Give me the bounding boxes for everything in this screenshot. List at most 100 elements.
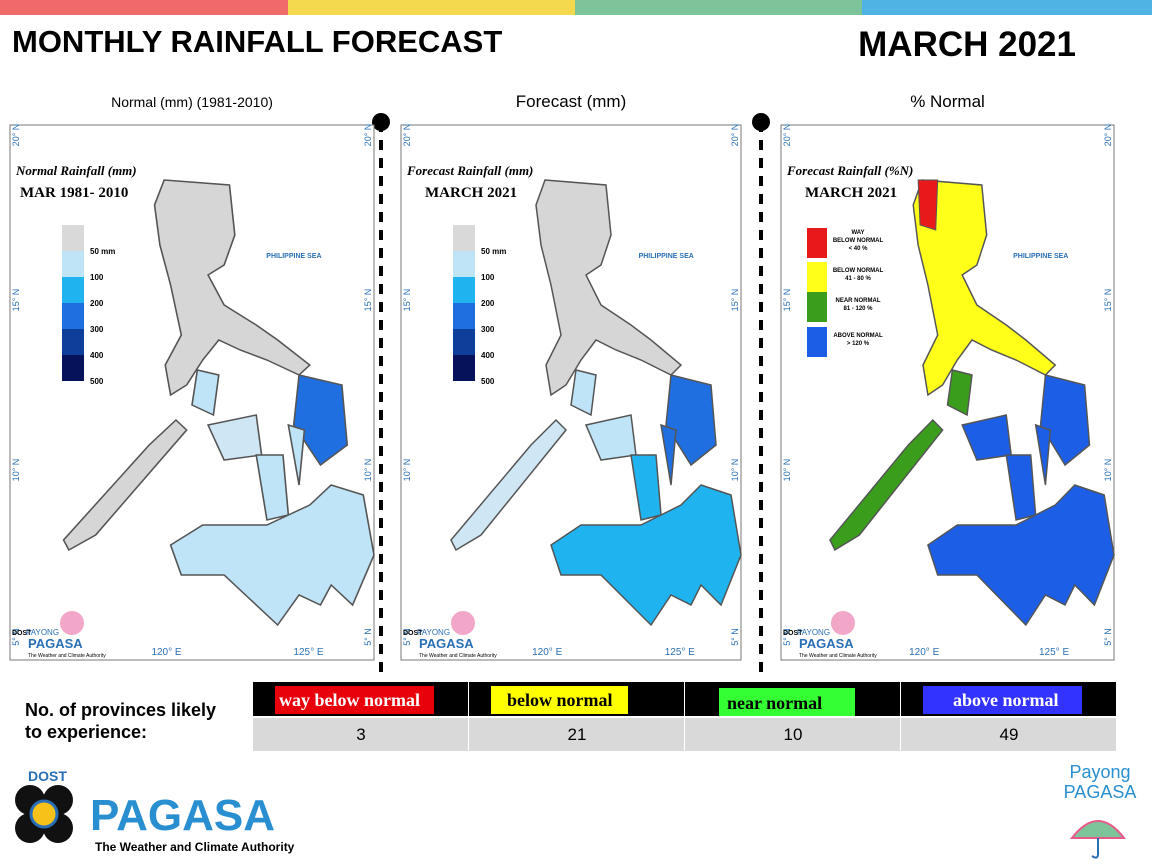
province-count: 21 — [568, 725, 587, 744]
lat-label: 15° N — [730, 289, 740, 312]
map-panel: Forecast Rainfall (mm) MARCH 2021 PHILIPPI… — [400, 124, 742, 661]
legend-swatch — [453, 251, 475, 277]
category-name: below normal — [507, 690, 613, 710]
map-logo-brand: PAYONG — [797, 628, 830, 637]
table-cell — [901, 718, 1116, 751]
sea-label: PHILIPPINE SEA — [639, 253, 694, 260]
island — [1039, 374, 1091, 467]
map-logo-dost: DOST — [12, 630, 32, 637]
map-subtitle: MARCH 2021 — [805, 185, 897, 201]
table-cell — [253, 718, 468, 751]
lat-label: 10° N — [11, 459, 21, 482]
table-row-label: to experience: — [25, 722, 147, 742]
legend-swatch — [807, 292, 827, 322]
island — [62, 418, 188, 552]
island — [665, 374, 717, 467]
province-count: 49 — [1000, 725, 1019, 744]
island — [550, 484, 742, 627]
category-tag — [923, 686, 1082, 714]
category-tag — [491, 686, 628, 714]
island — [829, 418, 944, 552]
period: MARCH 2021 — [858, 25, 1076, 64]
legend-label: 50 mm — [481, 247, 506, 256]
lat-label: 20° N — [11, 124, 21, 147]
legend-label: < 40 % — [849, 246, 869, 252]
lat-label: 10° N — [363, 459, 373, 482]
logo-sun — [29, 799, 59, 829]
island — [153, 179, 311, 397]
map-logo — [451, 611, 475, 635]
legend-label: 100 — [90, 273, 104, 282]
map-logo-name: PAGASA — [799, 636, 854, 651]
lon-label: 125° E — [665, 647, 695, 658]
map-subtitle: MARCH 2021 — [425, 185, 517, 201]
lat-label: 15° N — [1103, 289, 1113, 312]
island — [1034, 423, 1052, 486]
island — [287, 423, 306, 486]
legend-label: > 120 % — [847, 341, 870, 347]
legend-label: 50 mm — [90, 247, 115, 256]
panel-label: Forecast (mm) — [516, 92, 627, 111]
legend-swatch — [62, 329, 84, 355]
brand-dost: DOST — [28, 768, 67, 784]
lat-label: 5° N — [1103, 628, 1113, 646]
separator — [372, 113, 770, 680]
province-count: 3 — [356, 725, 365, 744]
island — [570, 369, 597, 417]
lon-label: 120° E — [532, 647, 562, 658]
map-logo — [60, 611, 84, 635]
map-subtitle: MAR 1981- 2010 — [20, 185, 128, 201]
lat-label: 15° N — [402, 289, 412, 312]
island — [535, 179, 683, 397]
umbrella-handle — [1091, 838, 1099, 859]
legend-label: 400 — [481, 351, 495, 360]
category-name: way below normal — [279, 690, 420, 710]
legend-label: 100 — [481, 273, 495, 282]
lat-label: 10° N — [730, 459, 740, 482]
map — [62, 179, 375, 627]
map-logo-brand: PAYONG — [417, 628, 450, 637]
map-logo — [831, 611, 855, 635]
legend-swatch — [62, 303, 84, 329]
lat-label: 20° N — [730, 124, 740, 147]
table-cell — [685, 718, 900, 751]
island — [912, 179, 1057, 397]
category-name: above normal — [953, 690, 1059, 710]
lat-label: 15° N — [782, 289, 792, 312]
legend-swatch — [453, 329, 475, 355]
umbrella — [1069, 820, 1127, 839]
payong-text: Payong — [1069, 762, 1130, 782]
legend-label: BELOW NORMAL — [833, 238, 884, 244]
legend-label: 81 - 120 % — [843, 306, 873, 312]
island — [946, 369, 973, 417]
island — [169, 484, 375, 627]
lat-label: 20° N — [782, 124, 792, 147]
table-row-label: No. of provinces likely — [25, 700, 216, 720]
map-logo-name: PAGASA — [419, 636, 474, 651]
sea-label: PHILIPPINE SEA — [1013, 253, 1068, 260]
sea-label: PHILIPPINE SEA — [266, 253, 321, 260]
map-logo-dost: DOST — [403, 630, 423, 637]
top-bar — [575, 0, 862, 15]
lat-label: 10° N — [402, 459, 412, 482]
island — [660, 423, 677, 486]
legend-label: NEAR NORMAL — [836, 298, 881, 304]
legend-swatch — [62, 355, 84, 381]
lat-label: 20° N — [1103, 124, 1113, 147]
category-tag — [719, 688, 855, 716]
pagasa-logo — [15, 785, 73, 843]
lat-label: 5° N — [11, 628, 21, 646]
legend-label: 500 — [90, 377, 104, 386]
island — [191, 369, 220, 417]
map — [829, 179, 1115, 627]
map-logo-tagline: The Weather and Climate Authority — [799, 653, 877, 659]
map-logo-brand: PAYONG — [26, 628, 59, 637]
legend-swatch — [453, 277, 475, 303]
category-name: near normal — [727, 693, 822, 713]
island — [292, 374, 349, 467]
lon-label: 120° E — [151, 647, 181, 658]
legend-swatch — [807, 327, 827, 357]
lat-label: 15° N — [11, 289, 21, 312]
legend-label: 200 — [481, 299, 495, 308]
legend-label: WAY — [851, 230, 864, 236]
